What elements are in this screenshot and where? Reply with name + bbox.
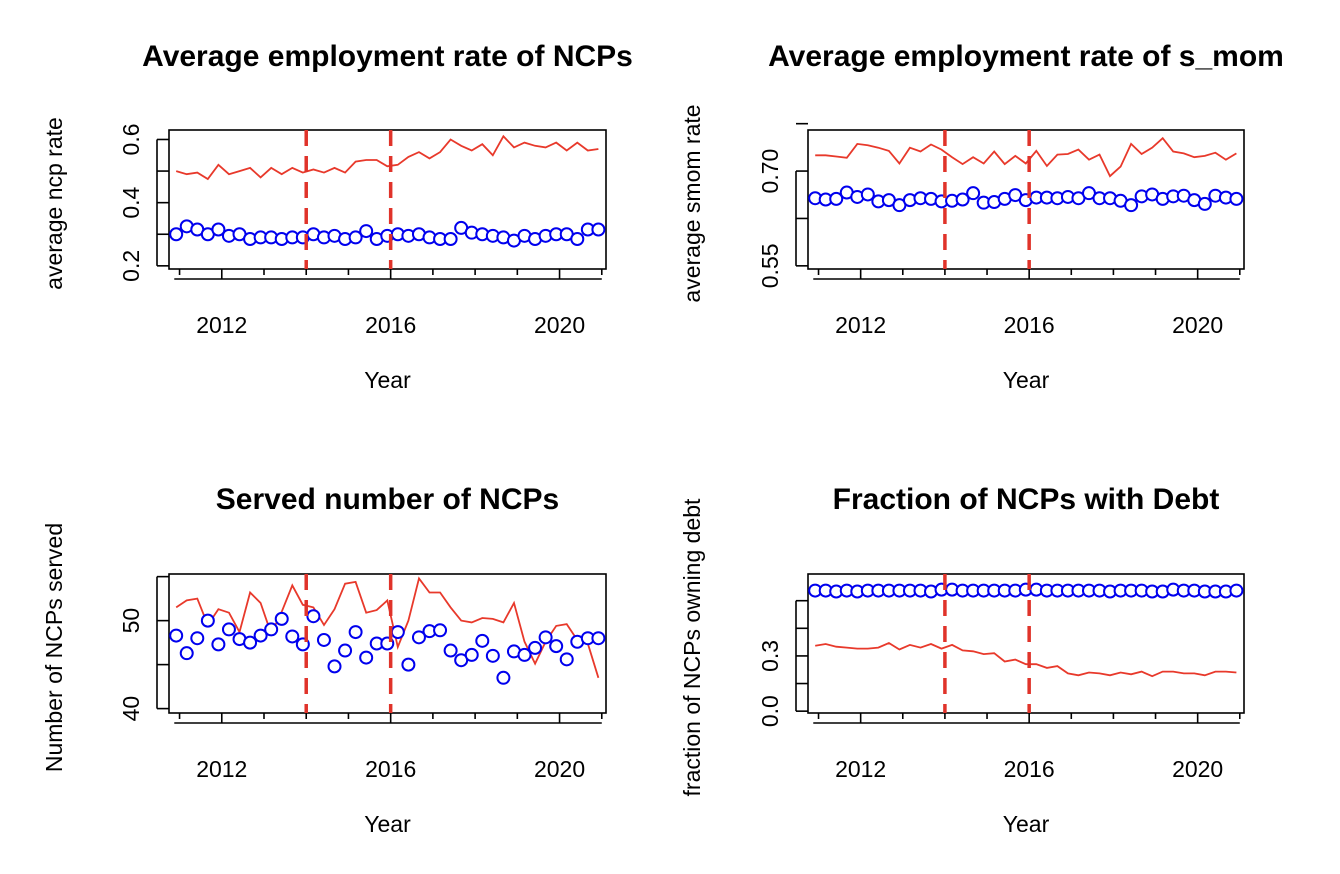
panel-1: Average employment rate of NCPs 2012 2016 2… <box>41 40 633 393</box>
data-point <box>433 623 448 638</box>
x-tick-label: 2012 <box>196 312 247 338</box>
data-point <box>411 630 426 645</box>
data-point <box>253 628 268 643</box>
data-point <box>496 670 511 685</box>
x-axis-title: Year <box>1003 811 1050 837</box>
series-line <box>815 641 1237 678</box>
data-point <box>274 611 289 626</box>
plot-area <box>808 574 1244 713</box>
series-line <box>175 134 599 181</box>
plot-frame <box>807 129 1245 270</box>
data-point <box>327 659 342 674</box>
plot-area <box>169 574 606 713</box>
data-point <box>860 187 875 202</box>
data-point <box>1197 196 1212 211</box>
y-tick-label: 0.70 <box>757 149 783 194</box>
data-point <box>966 186 981 201</box>
data-point <box>1229 583 1244 598</box>
data-point <box>359 650 374 665</box>
x-axis-title: Year <box>1003 367 1050 393</box>
data-point <box>211 637 226 652</box>
data-point <box>264 622 279 637</box>
y-tick-label: 0.4 <box>118 186 144 218</box>
x-tick-label: 2020 <box>1172 312 1223 338</box>
data-point <box>200 613 215 628</box>
data-point <box>464 647 479 662</box>
x-axis-title: Year <box>364 811 411 837</box>
data-point <box>829 191 844 206</box>
data-point <box>538 630 553 645</box>
plot-area <box>169 130 606 269</box>
data-point <box>211 222 226 237</box>
data-point <box>348 230 363 245</box>
plot-frame <box>168 129 607 270</box>
data-point <box>517 647 532 662</box>
series-line <box>815 136 1237 178</box>
x-tick-label: 2016 <box>365 756 416 782</box>
data-point <box>559 652 574 667</box>
x-tick-label: 2012 <box>196 756 247 782</box>
data-point <box>390 625 405 640</box>
panel-title: Served number of NCPs <box>216 483 559 516</box>
data-point <box>528 640 543 655</box>
series-line <box>175 576 600 679</box>
plot-frame <box>168 573 607 714</box>
panel-4: Fraction of NCPs with Debt 2012 2016 2020 0.… <box>679 483 1245 837</box>
y-tick-label: 0.6 <box>118 123 144 155</box>
x-tick-label: 2012 <box>835 756 886 782</box>
panel-3: Served number of NCPs 2012 2016 2020 40 50 Yea… <box>41 483 607 837</box>
y-axis-title: Number of NCPs served <box>41 523 67 772</box>
y-tick-label: 0.3 <box>757 640 783 672</box>
x-tick-label: 2016 <box>1004 756 1055 782</box>
panel-2: Average employment rate of s_mom 2012 2016… <box>679 40 1284 393</box>
data-point <box>570 231 585 246</box>
panel-title: Average employment rate of s_mom <box>768 40 1284 73</box>
x-tick-label: 2012 <box>835 312 886 338</box>
data-point <box>591 631 606 646</box>
x-tick-label: 2016 <box>1004 312 1055 338</box>
data-point <box>359 224 374 239</box>
data-point <box>179 646 194 661</box>
data-point <box>443 643 458 658</box>
panel-title: Average employment rate of NCPs <box>142 40 633 73</box>
panel-title: Fraction of NCPs with Debt <box>833 483 1220 516</box>
data-point <box>221 622 236 637</box>
data-point <box>316 632 331 647</box>
data-point <box>401 657 416 672</box>
y-tick-label: 0.0 <box>757 695 783 727</box>
data-point <box>306 609 321 624</box>
x-axis-title: Year <box>364 367 411 393</box>
data-point <box>591 222 606 237</box>
y-tick-label: 40 <box>118 696 144 722</box>
plot-area <box>808 130 1244 269</box>
data-point <box>338 643 353 658</box>
y-axis-title: average ncp rate <box>41 117 67 290</box>
data-point <box>549 639 564 654</box>
plot-frame <box>807 573 1245 714</box>
data-point <box>485 648 500 663</box>
x-tick-label: 2020 <box>1172 756 1223 782</box>
data-point <box>1124 198 1139 213</box>
data-point <box>243 635 258 650</box>
y-axis-title: fraction of NCPs owning debt <box>679 498 705 796</box>
data-point <box>475 633 490 648</box>
x-tick-label: 2020 <box>534 312 585 338</box>
data-point <box>169 628 184 643</box>
x-tick-label: 2016 <box>365 312 416 338</box>
data-point <box>1229 191 1244 206</box>
data-point <box>955 192 970 207</box>
data-point <box>169 227 184 242</box>
y-tick-label: 50 <box>118 608 144 634</box>
y-tick-label: 0.2 <box>118 250 144 282</box>
data-point <box>443 231 458 246</box>
data-point <box>190 631 205 646</box>
y-tick-label: 0.55 <box>757 243 783 288</box>
data-point <box>285 629 300 644</box>
y-axis-title: average smom rate <box>679 104 705 302</box>
data-point <box>348 625 363 640</box>
x-tick-label: 2020 <box>534 756 585 782</box>
